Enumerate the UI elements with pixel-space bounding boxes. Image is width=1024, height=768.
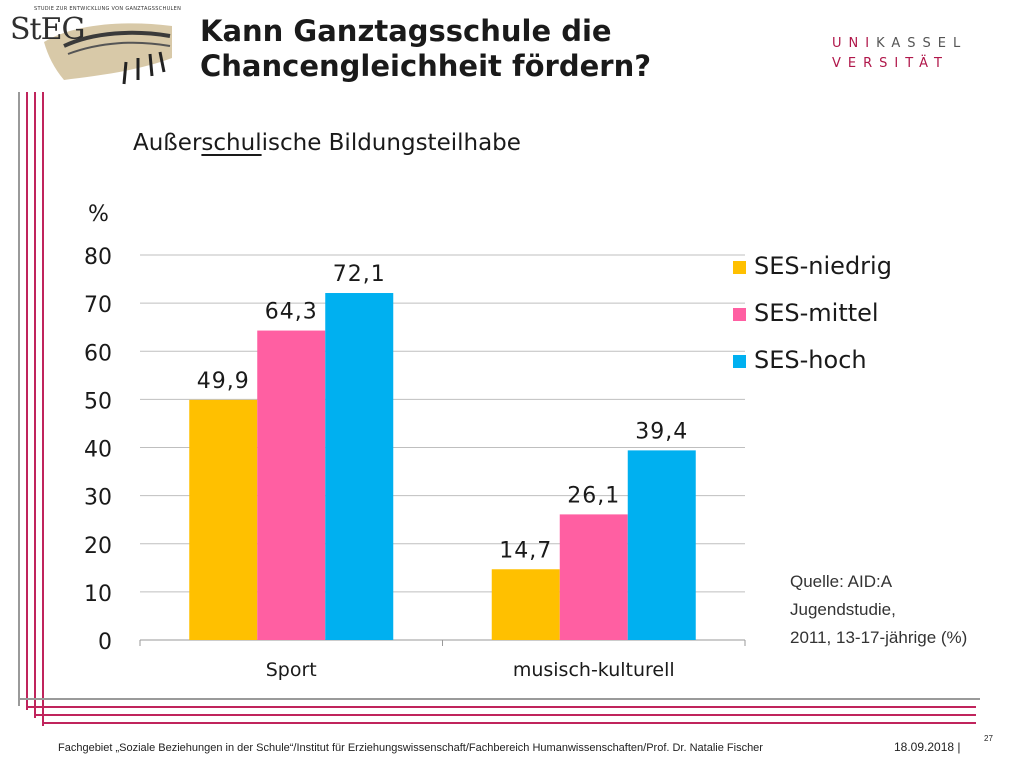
frame-vertical-2 [26, 92, 28, 710]
y-tick-label: 60 [84, 341, 112, 366]
data-label: 26,1 [567, 483, 620, 508]
footer-date: 18.09.2018 | [894, 740, 961, 754]
logo-tagline: STUDIE ZUR ENTWICKLUNG VON GANZTAGSSCHUL… [34, 6, 182, 12]
bar [189, 399, 258, 640]
x-category-label: musisch-kulturell [513, 659, 675, 681]
bar [325, 293, 394, 640]
frame-horizontal-3 [34, 714, 976, 716]
frame-vertical-1 [18, 92, 20, 706]
data-label: 72,1 [333, 262, 386, 287]
source-note: Quelle: AID:A Jugendstudie, 2011, 13-17-… [790, 568, 967, 652]
frame-horizontal-1 [18, 698, 980, 700]
y-tick-label: 0 [98, 630, 112, 655]
bar [257, 330, 326, 640]
source-line-3: 2011, 13-17-jährige (%) [790, 628, 968, 647]
y-axis-unit: % [88, 202, 109, 227]
frame-vertical-3 [34, 92, 36, 718]
logo-word: StEG [10, 12, 85, 47]
source-line-2: Jugendstudie, [790, 600, 896, 619]
legend-swatch [733, 308, 746, 321]
data-label: 64,3 [265, 300, 318, 325]
steg-logo-graphic [44, 23, 172, 85]
page-title: Kann Ganztagsschule die Chancengleichhei… [200, 14, 760, 84]
steg-logo: STUDIE ZUR ENTWICKLUNG VON GANZTAGSSCHUL… [4, 2, 181, 88]
y-tick-label: 10 [84, 582, 112, 607]
chart-subtitle: Außerschulische Bildungsteilhabe [133, 130, 521, 156]
data-label: 39,4 [635, 419, 688, 444]
data-label: 49,9 [197, 369, 250, 394]
data-label: 14,7 [499, 538, 552, 563]
university-logo-kassel: KASSEL [876, 36, 968, 51]
legend-swatch [733, 355, 746, 368]
legend-label: SES-niedrig [754, 252, 892, 280]
source-line-1: Quelle: AID:A [790, 572, 893, 591]
university-logo-row-1: UNIKASSEL [832, 34, 982, 54]
bar [491, 569, 560, 640]
bar [627, 450, 696, 640]
y-tick-label: 50 [84, 389, 112, 414]
y-tick-label: 20 [84, 534, 112, 559]
footer-text: Fachgebiet „Soziale Beziehungen in der S… [58, 742, 763, 754]
y-tick-label: 70 [84, 293, 112, 318]
university-logo: UNIKASSEL VERSITÄT [832, 34, 982, 74]
subtitle-part-3: ische Bildungsteilhabe [261, 130, 521, 156]
page-number: 27 [984, 734, 993, 743]
y-tick-label: 30 [84, 486, 112, 511]
legend-label: SES-hoch [754, 346, 867, 374]
title-line-1: Kann Ganztagsschule die [200, 14, 612, 48]
legend-swatch [733, 261, 746, 274]
frame-horizontal-2 [26, 706, 976, 708]
university-logo-row-2: VERSITÄT [832, 56, 949, 71]
legend-label: SES-mittel [754, 299, 879, 327]
y-tick-label: 40 [84, 438, 112, 463]
university-logo-accent: UNI [832, 36, 877, 51]
bar [559, 514, 628, 640]
subtitle-part-1: Außer [133, 130, 202, 156]
y-tick-label: 80 [84, 245, 112, 270]
title-line-2: Chancengleichheit fördern? [200, 49, 652, 83]
frame-horizontal-4 [42, 722, 976, 724]
subtitle-part-2: schul [201, 130, 262, 156]
x-category-label: Sport [266, 659, 317, 681]
frame-vertical-4 [42, 92, 44, 726]
